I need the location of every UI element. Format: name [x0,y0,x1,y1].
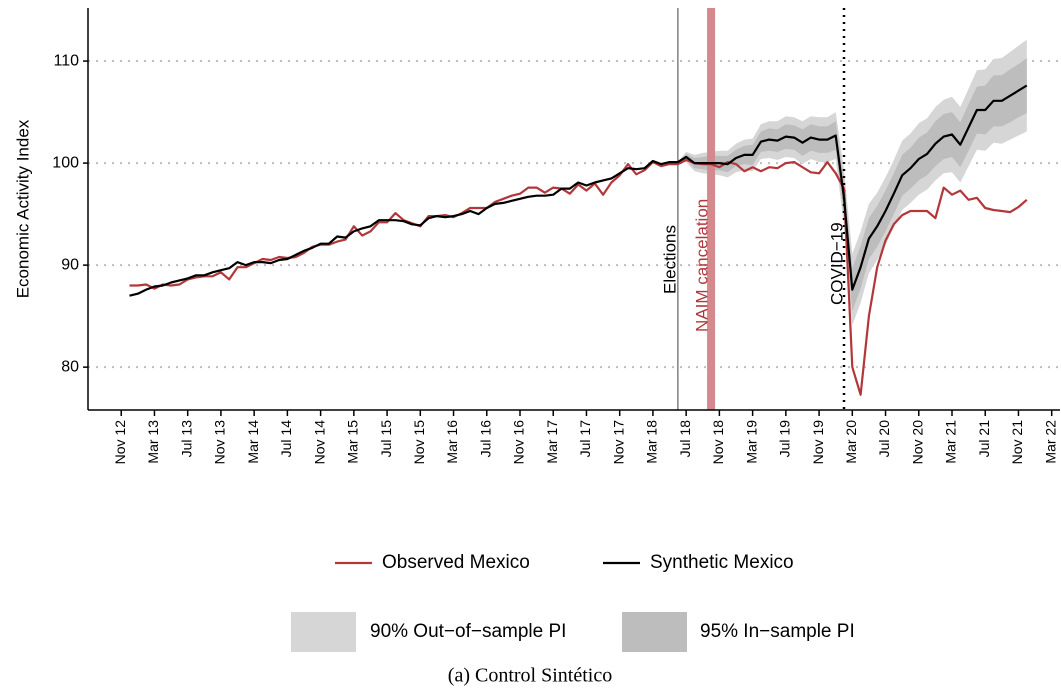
x-tick-label: Mar 14 [245,420,261,464]
x-tick-label: Mar 19 [743,420,759,464]
x-tick-label: Mar 18 [644,420,660,464]
legend-swatch [291,612,356,652]
x-tick-label: Mar 20 [843,420,859,464]
x-tick-label: Jul 17 [577,420,593,458]
x-tick-label: Jul 21 [976,420,992,458]
legend-label: 90% Out−of−sample PI [370,621,566,642]
x-tick-label: Jul 14 [278,420,294,458]
x-tick-label: Nov 18 [710,420,726,465]
event-label: COVID−19 [827,222,846,305]
y-tick-label: 90 [61,256,79,273]
x-tick-label: Jul 13 [178,420,194,458]
legend-label: Observed Mexico [382,552,530,573]
prediction-band [677,39,1027,326]
y-tick-label: 100 [52,154,79,171]
x-tick-label: Mar 16 [444,420,460,464]
legend-label: Synthetic Mexico [650,552,794,573]
series-line [129,84,1028,297]
x-tick-label: Mar 21 [943,420,959,464]
event-label: NAIM cancelation [693,199,712,332]
x-tick-label: Nov 13 [212,420,228,465]
x-tick-label: Mar 17 [544,420,560,464]
series-line [129,158,1028,396]
x-tick-label: Nov 12 [112,420,128,465]
caption: (a) Control Sintético [448,665,612,687]
x-tick-label: Jul 15 [378,420,394,458]
legend-swatch [622,612,687,652]
x-tick-label: Jul 20 [876,420,892,458]
x-tick-label: Nov 16 [511,420,527,465]
x-tick-label: Jul 19 [777,420,793,458]
x-tick-label: Nov 19 [810,420,826,465]
x-tick-label: Nov 17 [610,420,626,465]
y-tick-label: 80 [61,358,79,375]
x-tick-label: Mar 22 [1042,420,1058,464]
x-tick-label: Nov 21 [1009,420,1025,465]
event-label: Elections [660,225,679,294]
x-tick-label: Mar 13 [145,420,161,464]
x-tick-label: Jul 16 [477,420,493,458]
legend-label: 95% In−sample PI [700,621,855,642]
x-tick-label: Jul 18 [677,420,693,458]
x-tick-label: Nov 14 [311,420,327,465]
x-tick-label: Nov 20 [909,420,925,465]
prediction-band [677,58,1027,311]
y-axis-label: Economic Activity Index [13,119,32,298]
x-tick-label: Nov 15 [411,420,427,465]
y-tick-label: 110 [53,52,79,69]
x-tick-label: Mar 15 [345,420,361,464]
